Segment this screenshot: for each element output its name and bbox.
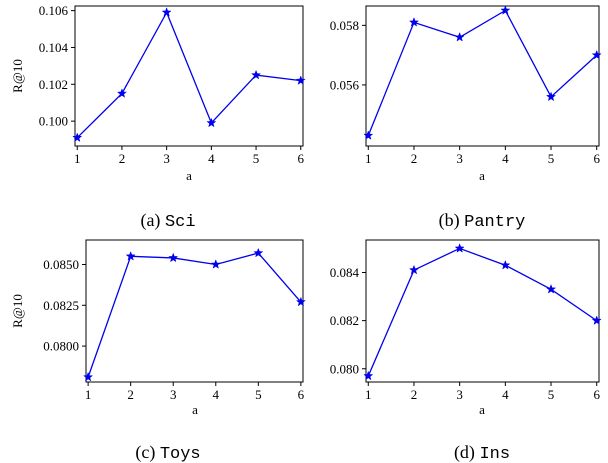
caption-dataset-name: Pantry (464, 213, 525, 232)
x-tick-label: 1 (365, 151, 372, 166)
x-tick-label: 5 (548, 387, 555, 402)
x-tick-label: 2 (411, 151, 418, 166)
data-point-marker (116, 88, 128, 98)
x-tick-label: 1 (85, 387, 92, 402)
x-tick-label: 2 (119, 151, 126, 166)
data-point-marker (125, 250, 136, 261)
x-tick-label: 6 (593, 151, 600, 166)
subfigure-caption: (a) Sci (140, 210, 195, 232)
y-tick-label: 0.080 (330, 361, 359, 376)
chart-panel-4: 1 2 3 4 5 6 0.080 0.082 0.084 a (d) Ins (330, 239, 602, 463)
x-tick-label: 4 (502, 151, 509, 166)
y-tick-label: 0.100 (39, 114, 68, 129)
chart-panel-3: 1 2 3 4 5 6 0.0800 0.0825 0.0850 a R@10 (c) Toys (10, 239, 306, 463)
chart-panel-2: 1 2 3 4 5 6 0.056 0.058 a (b) Pantry (330, 5, 602, 232)
data-point-marker (250, 69, 262, 80)
data-point-marker (545, 91, 557, 102)
y-tick-label: 0.104 (39, 40, 69, 55)
x-tick-label: 3 (456, 151, 463, 166)
x-tick-label: 5 (255, 387, 262, 402)
x-tick-label: 3 (170, 387, 177, 402)
y-tick-label: 0.102 (39, 77, 68, 92)
chart-panel-1: 1 2 3 4 5 6 0.100 0.102 0.104 0.106 a R@10 (a) Sci (10, 3, 306, 232)
y-tick-label: 0.106 (39, 3, 69, 18)
data-point-marker (295, 296, 306, 307)
x-axis-label: a (186, 168, 192, 183)
data-point-marker (363, 370, 374, 381)
plot-frame (365, 239, 600, 383)
y-tick-label: 0.0800 (43, 339, 79, 354)
data-point-marker (83, 371, 94, 382)
x-tick-label: 5 (253, 151, 260, 166)
data-point-marker (408, 17, 420, 27)
x-tick-label: 4 (208, 151, 215, 166)
series-line (87, 252, 302, 378)
caption-label: (c) (135, 442, 159, 463)
data-point-marker (500, 5, 511, 15)
y-tick-label: 0.058 (330, 18, 359, 33)
x-tick-label: 3 (456, 387, 463, 402)
x-axis-label: a (479, 402, 485, 417)
series-line (367, 247, 598, 377)
x-tick-label: 6 (298, 387, 305, 402)
x-tick-label: 4 (502, 387, 509, 402)
data-point-marker (363, 130, 374, 140)
series-line (76, 10, 301, 139)
y-tick-label: 0.0825 (43, 298, 79, 313)
x-tick-label: 1 (365, 387, 372, 402)
x-tick-label: 6 (298, 151, 305, 166)
x-tick-label: 4 (213, 387, 220, 402)
caption-dataset-name: Sci (165, 213, 196, 232)
data-point-marker (500, 259, 511, 270)
y-tick-label: 0.084 (330, 265, 360, 280)
y-axis-label: R@10 (10, 294, 25, 328)
plot-frame (365, 5, 600, 147)
x-tick-label: 2 (411, 387, 418, 402)
x-axis-label: a (479, 168, 485, 183)
y-axis-label: R@10 (10, 59, 25, 93)
x-tick-label: 3 (163, 151, 170, 166)
y-tick-label: 0.0850 (43, 257, 79, 272)
data-point-marker (454, 31, 465, 42)
subfigure-caption: (b) Pantry (439, 210, 526, 232)
data-point-marker (295, 75, 306, 85)
data-point-marker (591, 49, 602, 60)
series-line (367, 9, 598, 136)
data-point-marker (408, 264, 420, 275)
data-point-marker (454, 243, 465, 253)
data-point-marker (206, 117, 217, 128)
plot-frame (85, 239, 304, 383)
data-point-marker (591, 315, 602, 325)
caption-label: (b) (439, 210, 465, 231)
y-tick-label: 0.082 (330, 313, 359, 328)
data-point-marker (253, 247, 264, 258)
caption-label: (d) (454, 442, 480, 463)
data-point-marker (210, 259, 221, 269)
x-tick-label: 6 (593, 387, 600, 402)
data-point-marker (168, 252, 179, 263)
x-tick-label: 2 (127, 387, 134, 402)
subfigure-caption: (c) Toys (135, 442, 200, 463)
plot-frame (74, 5, 304, 147)
data-point-marker (72, 132, 83, 143)
x-tick-label: 1 (74, 151, 81, 166)
data-point-marker (545, 284, 557, 294)
caption-dataset-name: Toys (160, 445, 201, 463)
y-tick-label: 0.056 (330, 77, 360, 92)
x-tick-label: 5 (548, 151, 555, 166)
x-axis-label: a (192, 402, 198, 417)
caption-dataset-name: Ins (479, 445, 510, 463)
data-point-marker (161, 7, 172, 17)
subfigure-caption: (d) Ins (454, 442, 510, 463)
caption-label: (a) (140, 210, 164, 231)
